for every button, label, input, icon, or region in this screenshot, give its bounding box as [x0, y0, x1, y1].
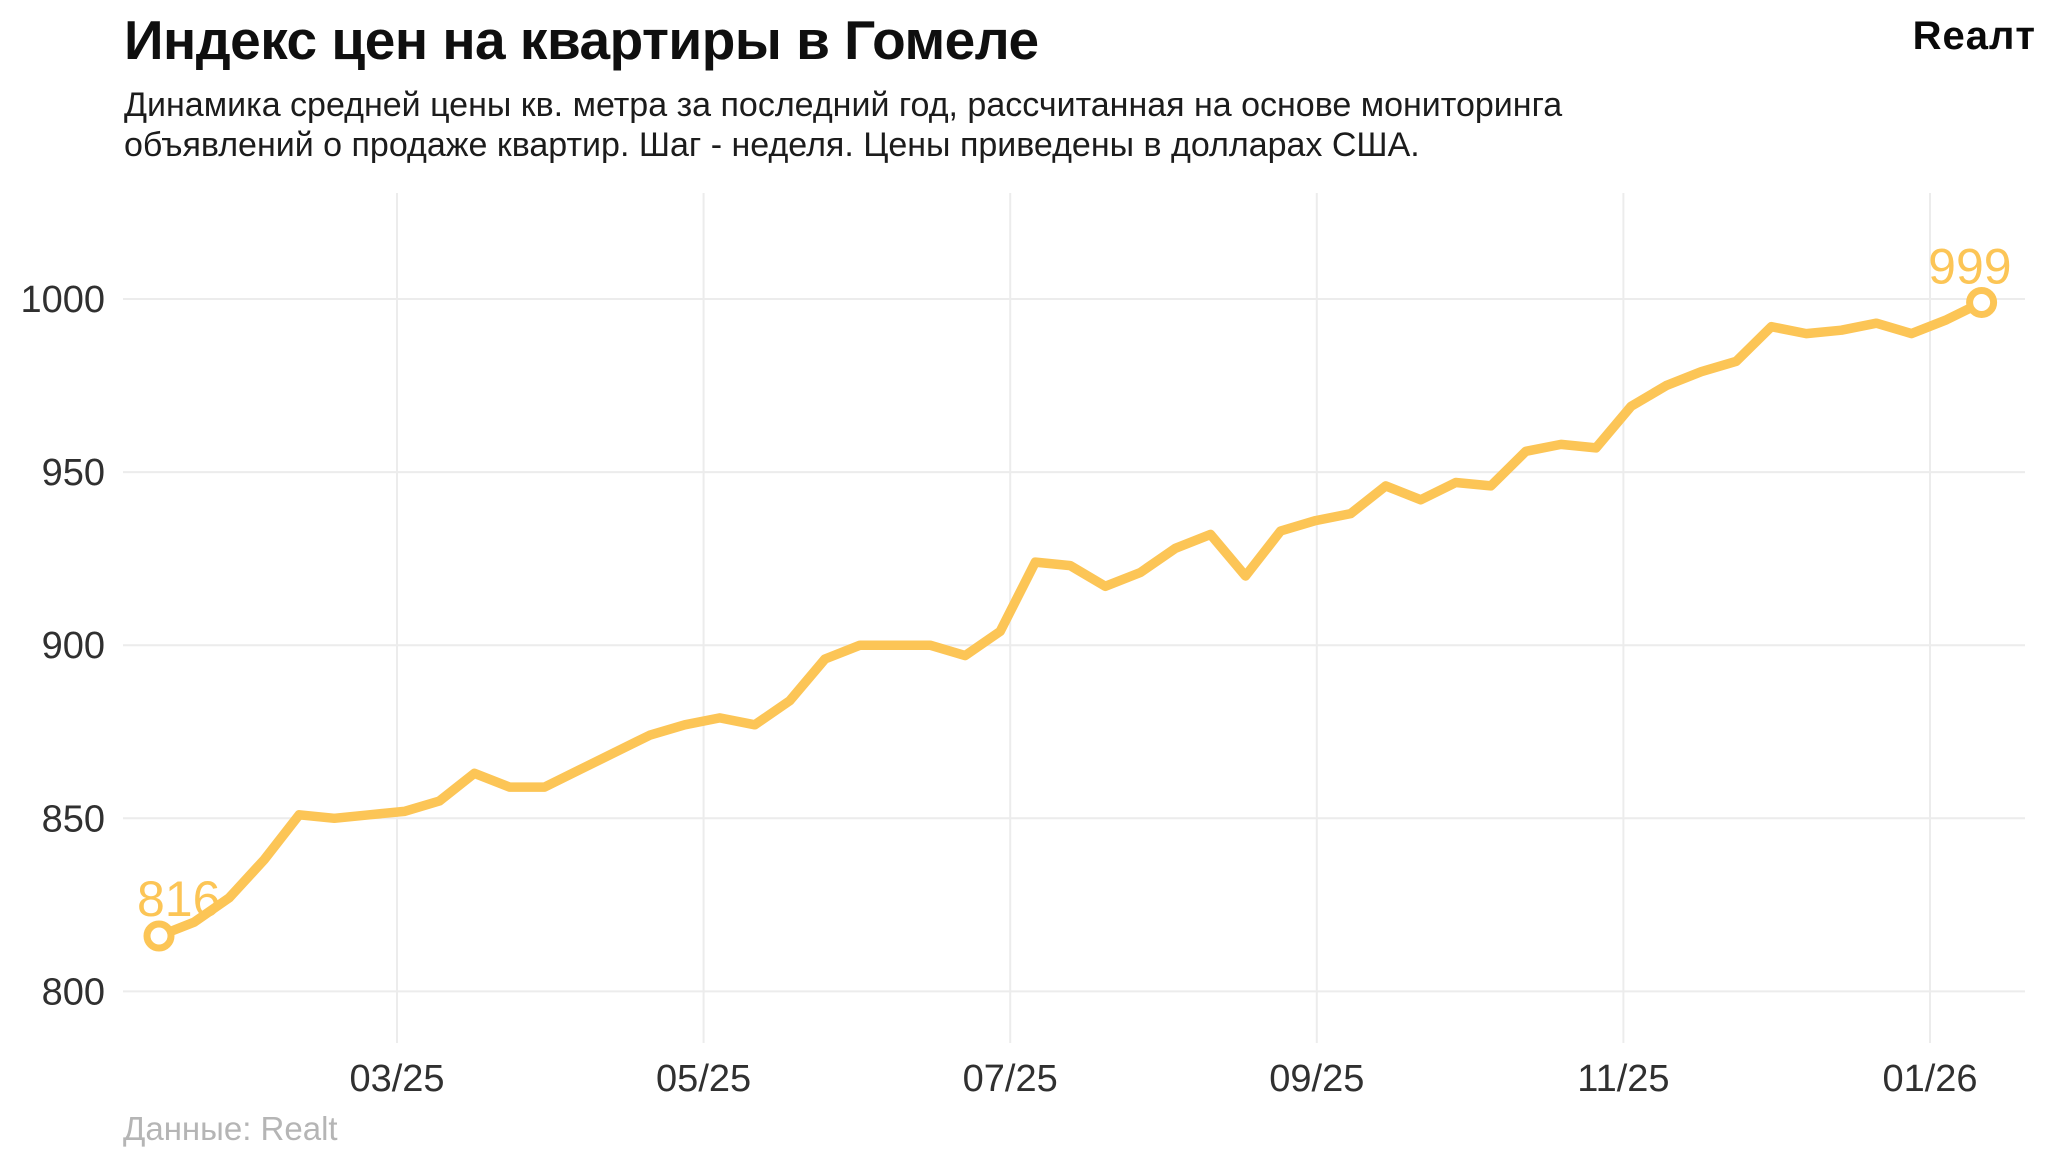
y-tick-label: 950 — [42, 452, 105, 494]
end-point-marker — [1966, 286, 1998, 318]
start-point-label: 816 — [137, 871, 220, 927]
x-tick-label: 03/25 — [349, 1058, 444, 1100]
vertical-gridlines — [396, 193, 1931, 1043]
chart-subtitle: Динамика средней цены кв. метра за после… — [124, 85, 1824, 165]
y-tick-label: 850 — [42, 798, 105, 840]
x-tick-label: 11/25 — [1577, 1058, 1669, 1100]
x-tick-label: 09/25 — [1269, 1058, 1364, 1100]
y-tick-label: 800 — [42, 971, 105, 1013]
chart-subtitle-line2: объявлений о продаже квартир. Шаг - неде… — [124, 125, 1420, 164]
end-point-label: 999 — [1928, 238, 2011, 294]
start-point-marker — [143, 920, 175, 952]
y-axis-labels: 1000 950 900 850 800 — [20, 279, 105, 1013]
source-note: Данные: Realt — [123, 1110, 338, 1147]
horizontal-gridlines — [123, 298, 2025, 993]
x-axis-labels: 03/25 05/25 07/25 09/25 11/25 01/26 — [349, 1058, 1977, 1100]
header: Индекс цен на квартиры в Гомеле Динамика… — [124, 9, 1824, 165]
x-tick-label: 05/25 — [656, 1058, 751, 1100]
x-tick-label: 07/25 — [963, 1058, 1058, 1100]
x-tick-label: 01/26 — [1882, 1058, 1977, 1100]
realt-logo: Reaлт — [1912, 14, 2036, 58]
page-title: Индекс цен на квартиры в Гомеле — [124, 9, 1039, 71]
chart-subtitle-line1: Динамика средней цены кв. метра за после… — [124, 85, 1563, 124]
y-tick-label: 1000 — [20, 279, 105, 321]
price-line-series — [154, 297, 1987, 941]
y-tick-label: 900 — [42, 625, 105, 667]
